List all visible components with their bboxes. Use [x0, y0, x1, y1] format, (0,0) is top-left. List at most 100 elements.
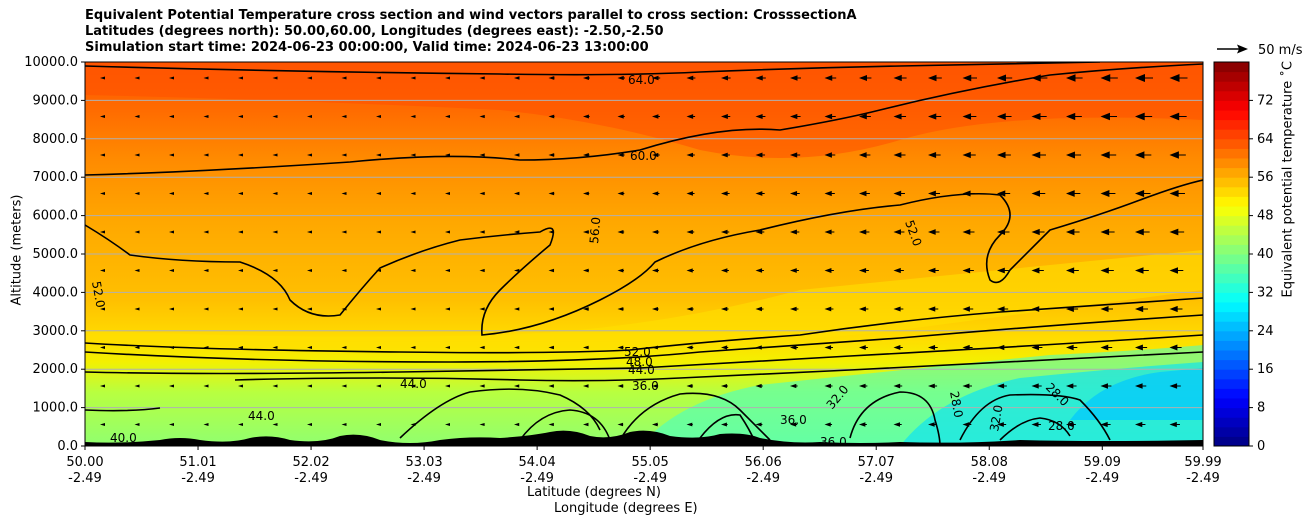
- x-axis-label-latitude: Latitude (degrees N): [527, 485, 661, 500]
- wind-vector-head: [962, 344, 970, 351]
- wind-vector-head: [1100, 305, 1109, 313]
- wind-vector-head: [479, 307, 485, 311]
- contour-40: [85, 351, 1203, 412]
- wind-vector-head: [1169, 344, 1178, 351]
- wind-vector-head: [721, 152, 728, 158]
- x-tick-label-lat: 53.03: [405, 455, 442, 470]
- wind-vector-head: [134, 346, 140, 349]
- colorbar-tick-label: 32: [1257, 285, 1274, 300]
- contour-label: 44.0: [400, 377, 427, 391]
- colorbar-tick-label: 64: [1257, 132, 1274, 147]
- contour-label: 52.0: [624, 345, 651, 359]
- colorbar-segment: [1214, 100, 1249, 111]
- gridlines: [85, 62, 1203, 446]
- colorbar-tick-label: 48: [1257, 209, 1274, 224]
- wind-vector-head: [962, 190, 971, 197]
- wind-vector-head: [583, 384, 589, 388]
- wind-vector-head: [583, 307, 589, 311]
- wind-vector-head: [617, 307, 624, 311]
- wind-vector-head: [617, 422, 624, 427]
- wind-vector-head: [893, 306, 901, 312]
- wind-vector-head: [824, 306, 832, 312]
- wind-vector-head: [859, 306, 866, 312]
- wind-vector-head: [928, 74, 937, 82]
- terrain: [85, 430, 1203, 446]
- wind-vector-head: [962, 383, 970, 389]
- wind-vector-head: [445, 307, 450, 311]
- wind-vector-head: [100, 307, 105, 311]
- wind-vector-head: [514, 230, 520, 234]
- colorbar-segment: [1214, 398, 1249, 409]
- wind-vector-head: [410, 230, 416, 234]
- wind-vector-head: [445, 76, 450, 80]
- wind-vector-head: [203, 192, 209, 195]
- wind-vector-head: [893, 152, 902, 158]
- wind-vector-head: [859, 383, 866, 389]
- wind-vector-head: [1066, 190, 1075, 197]
- wind-vector-head: [376, 115, 381, 118]
- colorbar-segment: [1214, 311, 1249, 322]
- y-tick-label: 9000.0: [33, 93, 79, 108]
- contour-label: 40.0: [110, 431, 137, 445]
- wind-vectors: [100, 74, 1188, 428]
- colorbar-segment: [1214, 119, 1249, 130]
- wind-vector-head: [1169, 267, 1178, 274]
- wind-vector-head: [755, 345, 762, 350]
- wind-vector-head: [238, 423, 243, 426]
- wind-vector-head: [755, 75, 763, 81]
- wind-vector-head: [1031, 422, 1039, 427]
- colorbar-segment: [1214, 71, 1249, 82]
- wind-vector-head: [962, 306, 970, 312]
- wind-vector-head: [100, 346, 105, 349]
- wind-vector-head: [410, 153, 416, 157]
- contour-label: 36.0: [780, 413, 807, 427]
- wind-vector-head: [1169, 74, 1180, 82]
- wind-vector-head: [859, 152, 867, 158]
- wind-vector-head: [272, 307, 278, 311]
- wind-vector-head: [272, 192, 278, 195]
- wind-vector-head: [134, 269, 140, 272]
- colorbar-segment: [1214, 436, 1249, 447]
- y-tick-label: 6000.0: [33, 209, 79, 224]
- wind-vector-head: [1066, 421, 1074, 428]
- colorbar-segment: [1214, 110, 1249, 121]
- wind-vector-head: [203, 423, 209, 426]
- wind-vector-head: [1100, 190, 1110, 197]
- wind-vector-head: [238, 76, 243, 80]
- wind-vector-head: [893, 229, 901, 235]
- wind-vector-head: [514, 76, 520, 80]
- wind-vector-head: [100, 230, 105, 234]
- x-tick-label-lat: 58.08: [971, 455, 1008, 470]
- contour-labels: 64.0 60.0 56.0 52.0 48.0 44.0 36.0 44.0 …: [89, 73, 1075, 449]
- wind-vector-head: [686, 306, 693, 312]
- colorbar-segment: [1214, 215, 1249, 226]
- colorbar-segment: [1214, 62, 1249, 73]
- x-tick-label-lon: -2.49: [859, 471, 893, 486]
- wind-vector-head: [169, 423, 174, 426]
- wind-vector-head: [790, 229, 797, 235]
- wind-vector-head: [997, 228, 1006, 236]
- wind-vector-head: [928, 229, 936, 235]
- colorbar-tick-label: 24: [1257, 324, 1274, 339]
- wind-vector-head: [272, 76, 278, 80]
- wind-vector-head: [548, 268, 555, 273]
- wind-vector-head: [893, 345, 901, 350]
- wind-vector-head: [307, 115, 312, 118]
- wind-vector-head: [548, 422, 554, 427]
- wind-vector-head: [445, 346, 450, 349]
- wind-vector-head: [721, 75, 728, 81]
- wind-vector-head: [548, 114, 555, 119]
- wind-vector-head: [893, 422, 900, 427]
- wind-vector-head: [1135, 421, 1143, 428]
- colorbar-segment: [1214, 138, 1249, 149]
- wind-vector-head: [1031, 190, 1040, 197]
- wind-vector-head: [1100, 228, 1110, 236]
- wind-vector-head: [341, 153, 347, 157]
- contour-60: [85, 63, 1203, 176]
- colorbar-segment: [1214, 186, 1249, 197]
- wind-vector-head: [1135, 305, 1144, 313]
- colorbar-tick-label: 56: [1257, 170, 1274, 185]
- wind-vector-head: [1135, 189, 1145, 198]
- contour-label: 60.0: [630, 149, 657, 163]
- wind-vector-head: [721, 306, 728, 312]
